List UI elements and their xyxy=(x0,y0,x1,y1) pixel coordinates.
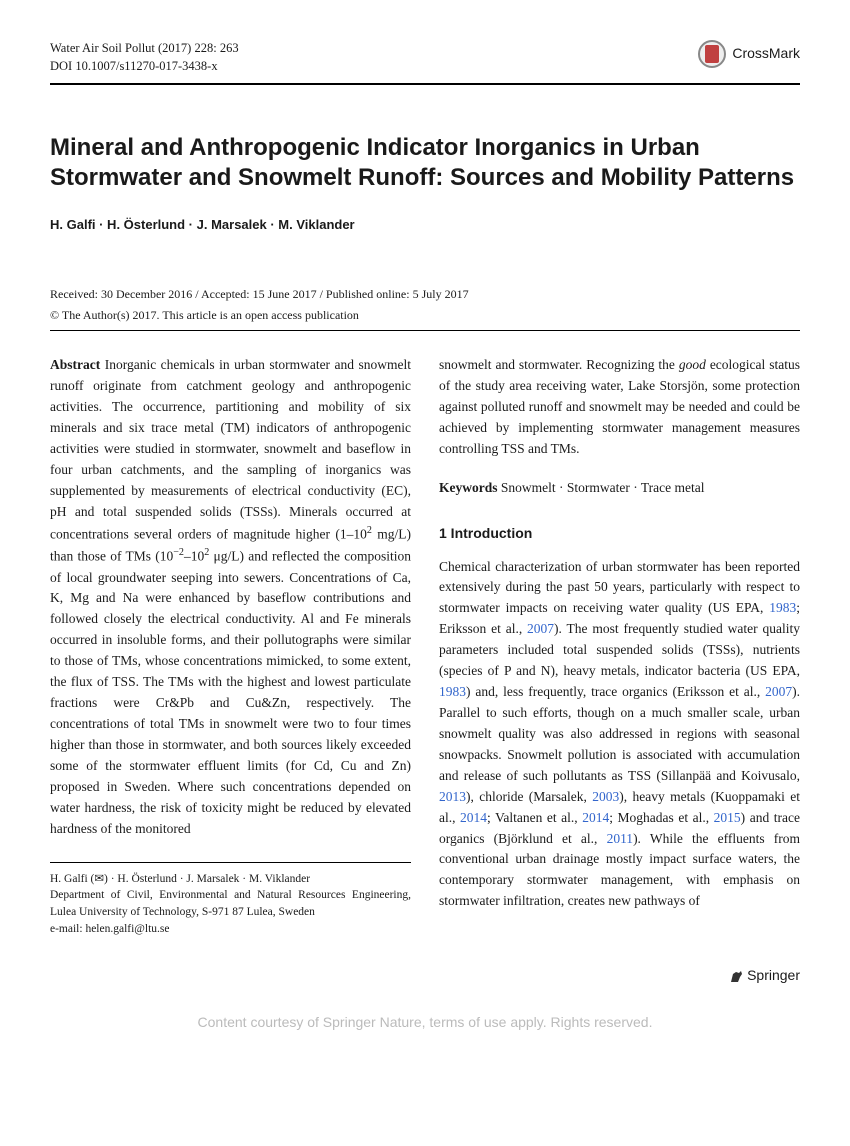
citation-year[interactable]: 2007 xyxy=(765,684,792,699)
publisher-name: Springer xyxy=(747,965,800,987)
abstract-label: Abstract xyxy=(50,357,100,372)
affil-email: e-mail: helen.galfi@ltu.se xyxy=(50,921,411,938)
journal-citation: Water Air Soil Pollut (2017) 228: 263 xyxy=(50,40,239,58)
crossmark-badge[interactable]: CrossMark xyxy=(698,40,800,68)
introduction-heading: 1 Introduction xyxy=(439,523,800,545)
affil-authors: H. Galfi (✉) · H. Österlund · J. Marsale… xyxy=(50,871,411,888)
column-left: Abstract Inorganic chemicals in urban st… xyxy=(50,355,411,937)
affiliation-block: H. Galfi (✉) · H. Österlund · J. Marsale… xyxy=(50,862,411,938)
citation-year[interactable]: 2015 xyxy=(714,810,741,825)
page-header: Water Air Soil Pollut (2017) 228: 263 DO… xyxy=(50,40,800,85)
exponent: −2 xyxy=(173,547,184,558)
citation-year[interactable]: 2013 xyxy=(439,789,466,804)
springer-logo: Springer xyxy=(729,965,800,987)
keywords-label: Keywords xyxy=(439,480,498,495)
citation-year[interactable]: 2011 xyxy=(607,831,634,846)
abstract-text-1: Inorganic chemicals in urban stormwater … xyxy=(50,357,411,541)
author-list: H. Galfi · H. Österlund · J. Marsalek · … xyxy=(50,215,800,235)
article-dates: Received: 30 December 2016 / Accepted: 1… xyxy=(50,285,800,304)
abstract-paragraph: Abstract Inorganic chemicals in urban st… xyxy=(50,355,411,839)
crossmark-label: CrossMark xyxy=(732,43,800,65)
introduction-paragraph: Chemical characterization of urban storm… xyxy=(439,557,800,913)
affil-dept: Department of Civil, Environmental and N… xyxy=(50,887,411,920)
italic-good: good xyxy=(679,357,706,372)
abstract-text-4: μg/L) and reflected the composition of l… xyxy=(50,549,411,836)
citation-year[interactable]: 2014 xyxy=(582,810,609,825)
abstract-text-3: –10 xyxy=(184,549,204,564)
cont-text-1: snowmelt and stormwater. Recognizing the xyxy=(439,357,679,372)
doi: DOI 10.1007/s11270-017-3438-x xyxy=(50,58,239,76)
citation-year[interactable]: 2003 xyxy=(592,789,619,804)
crossmark-icon xyxy=(698,40,726,68)
keywords-list: Snowmelt · Stormwater · Trace metal xyxy=(498,480,705,495)
springer-icon xyxy=(729,968,745,984)
article-title: Mineral and Anthropogenic Indicator Inor… xyxy=(50,133,800,193)
citation-year[interactable]: 2007 xyxy=(527,621,554,636)
copyright-line: © The Author(s) 2017. This article is an… xyxy=(50,306,800,332)
citation-year[interactable]: 2014 xyxy=(460,810,487,825)
watermark-text: Content courtesy of Springer Nature, ter… xyxy=(50,1012,800,1034)
column-right: snowmelt and stormwater. Recognizing the… xyxy=(439,355,800,937)
citation-year[interactable]: 1983 xyxy=(439,684,466,699)
keywords-line: Keywords Snowmelt · Stormwater · Trace m… xyxy=(439,478,800,499)
abstract-continuation: snowmelt and stormwater. Recognizing the… xyxy=(439,355,800,460)
citation-year[interactable]: 1983 xyxy=(769,600,796,615)
journal-info: Water Air Soil Pollut (2017) 228: 263 DO… xyxy=(50,40,239,75)
body-columns: Abstract Inorganic chemicals in urban st… xyxy=(50,355,800,937)
page-footer: Springer xyxy=(50,965,800,992)
